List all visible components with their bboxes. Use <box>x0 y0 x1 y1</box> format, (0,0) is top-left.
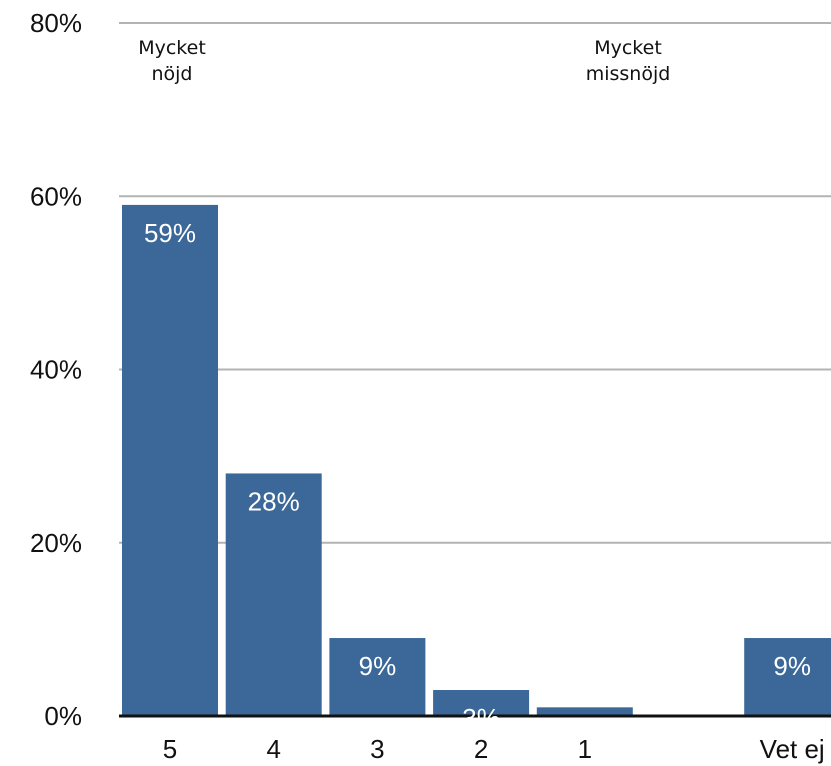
bar-vet-ej <box>744 638 831 716</box>
y-tick-label: 60% <box>30 181 82 211</box>
gridlines <box>119 22 831 544</box>
data-label: 9% <box>773 651 811 681</box>
y-tick-label: 20% <box>30 528 82 558</box>
data-label: 59% <box>144 218 196 248</box>
annotation-line: missnöjd <box>586 63 671 85</box>
annotation-line: Mycket <box>594 37 662 59</box>
y-tick-label: 0% <box>44 701 82 731</box>
data-label: 3% <box>462 703 500 733</box>
bar-1 <box>536 707 633 716</box>
annotation-line: nöjd <box>151 63 192 85</box>
x-tick-label: 3 <box>370 734 384 764</box>
y-axis-ticks: 0% 20% 40% 60% 80% <box>30 8 82 731</box>
y-tick-label: 40% <box>30 355 82 385</box>
x-tick-label: 1 <box>578 734 592 764</box>
bar-4 <box>225 473 322 716</box>
x-axis-categories: 5 4 3 2 1 Vet ej <box>163 734 825 764</box>
x-tick-label: 5 <box>163 734 177 764</box>
bar-3 <box>329 638 426 716</box>
y-tick-label: 80% <box>30 8 82 38</box>
annotation-line: Mycket <box>138 37 206 59</box>
data-label: 1% <box>566 720 604 750</box>
data-label: 28% <box>248 486 300 516</box>
bar-5 <box>122 204 218 716</box>
x-tick-label: 2 <box>474 734 488 764</box>
x-tick-label: 4 <box>266 734 280 764</box>
bar-2 <box>433 690 530 716</box>
x-tick-label: Vet ej <box>760 734 825 764</box>
annotations: Mycket nöjd Mycket missnöjd <box>138 37 670 85</box>
data-label: 9% <box>359 651 397 681</box>
bars <box>122 204 831 716</box>
value-labels: 59% 28% 9% 3% 1% 9% <box>144 218 811 750</box>
